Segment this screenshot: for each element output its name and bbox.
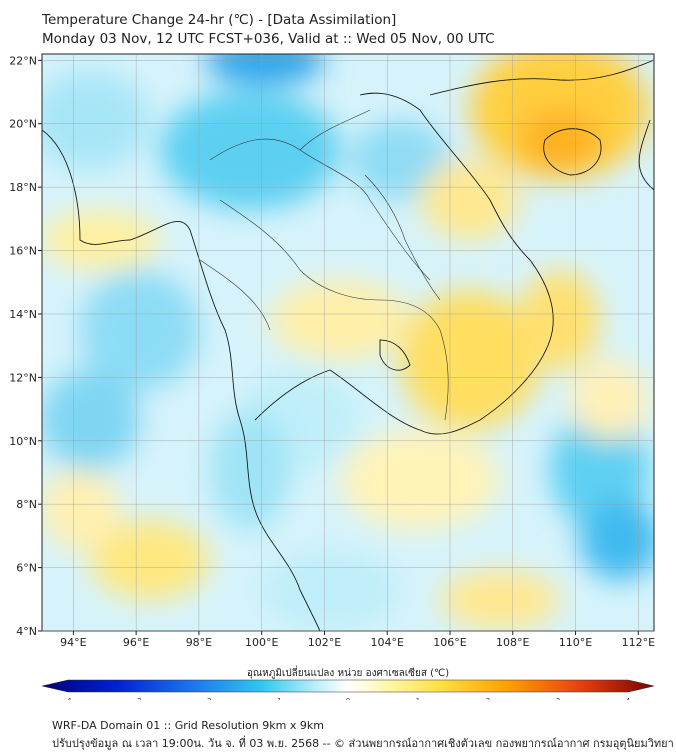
- x-axis-ticks: 94°E 96°E 98°E 100°E 102°E 104°E 106°E 108°E 110…: [60, 631, 655, 649]
- y-tick-label: 16°N: [9, 245, 37, 258]
- x-tick-label: 112°E: [622, 636, 655, 649]
- x-tick-label: 102°E: [308, 636, 341, 649]
- x-tick-label: 106°E: [433, 636, 466, 649]
- x-tick-label: 110°E: [559, 636, 592, 649]
- x-tick-label: 96°E: [123, 636, 149, 649]
- y-tick-label: 12°N: [9, 371, 37, 384]
- footer-update-credit: ปรับปรุงข้อมูล ณ เวลา 19:00น. วัน จ. ที่…: [52, 737, 674, 750]
- colorbar-tick-label: 2: [486, 697, 490, 700]
- colorbar-tick-label: -4: [65, 697, 73, 700]
- x-tick-label: 108°E: [496, 636, 529, 649]
- x-tick-label: 98°E: [186, 636, 212, 649]
- map-title: Temperature Change 24-hr (℃) - [Data Ass…: [42, 12, 397, 28]
- colorbar-tick-label: 4: [626, 697, 631, 700]
- coastlines: [42, 59, 654, 631]
- colorbar-tick-label: 0: [346, 697, 350, 700]
- colorbar-ticks: -4 -3 -2 -1 0 1 2 3 4: [65, 697, 631, 700]
- temperature-field: [42, 54, 654, 631]
- y-tick-label: 6°N: [16, 562, 37, 575]
- y-tick-label: 4°N: [16, 625, 37, 638]
- map-subtitle: Monday 03 Nov, 12 UTC FCST+036, Valid at…: [42, 31, 495, 47]
- colorbar-tick-label: 1: [416, 697, 420, 700]
- x-tick-label: 100°E: [245, 636, 278, 649]
- y-tick-label: 8°N: [16, 498, 37, 511]
- colorbar-tick-label: -2: [205, 697, 212, 700]
- colorbar-tick-label: 3: [556, 697, 560, 700]
- y-tick-label: 18°N: [9, 181, 37, 194]
- colorbar-label: อุณหภูมิเปลี่ยนแปลง หน่วย องศาเซลเซียส (…: [247, 665, 449, 679]
- y-tick-label: 14°N: [9, 308, 37, 321]
- x-tick-label: 104°E: [371, 636, 404, 649]
- borders: [199, 109, 449, 421]
- x-tick-label: 94°E: [60, 636, 86, 649]
- colorbar-tick-label: -3: [135, 697, 142, 700]
- colorbar-tick-label: -1: [275, 697, 282, 700]
- graticule: [42, 54, 654, 632]
- footer-model-info: WRF-DA Domain 01 :: Grid Resolution 9km …: [52, 719, 324, 732]
- y-tick-label: 10°N: [9, 435, 37, 448]
- y-tick-label: 20°N: [9, 118, 37, 131]
- y-tick-label: 22°N: [9, 54, 37, 67]
- y-axis-ticks: 22°N 20°N 18°N 16°N 14°N 12°N 10°N 8°N 6°N 4°N: [9, 54, 42, 638]
- colorbar: [41, 679, 655, 693]
- temperature-map-figure: 94°E 96°E 98°E 100°E 102°E 104°E 106°E 108°E 110…: [9, 53, 655, 700]
